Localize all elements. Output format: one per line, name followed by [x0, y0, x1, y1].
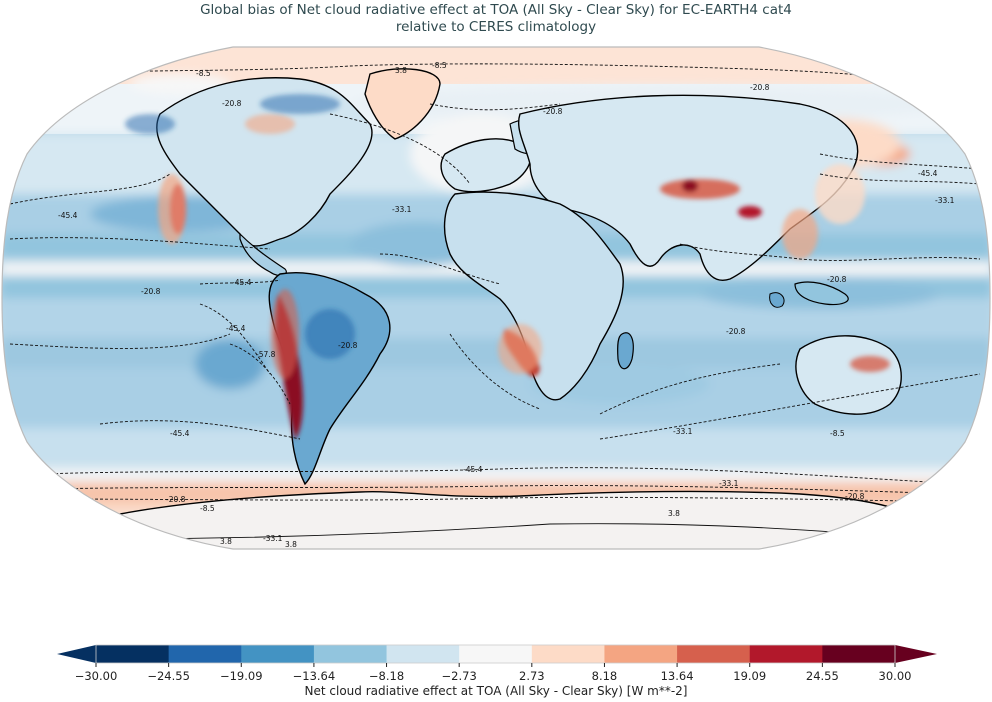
colorbar-bin — [822, 645, 896, 663]
colorbar-bin — [749, 645, 823, 663]
colorbar-bin — [168, 645, 242, 663]
svg-text:-8.5: -8.5 — [200, 504, 215, 513]
svg-text:-45.4: -45.4 — [918, 169, 938, 178]
colorbar-tick-label: −2.73 — [442, 669, 477, 683]
svg-text:-20.8: -20.8 — [338, 341, 358, 350]
svg-text:-33.1: -33.1 — [263, 534, 283, 543]
negative-bias-patches — [125, 94, 355, 359]
svg-text:-20.8: -20.8 — [845, 492, 865, 501]
robinson-map: -8.5 -20.8 -45.4 -33.1 -8.5 3.8 -20.8 -2… — [1, 46, 991, 550]
colorbar-tick-label: −24.55 — [147, 669, 190, 683]
colorbar-bin — [386, 645, 460, 663]
svg-text:-57.8: -57.8 — [256, 350, 276, 359]
colorbar-label: Net cloud radiative effect at TOA (All S… — [304, 684, 688, 698]
svg-text:-45.4: -45.4 — [170, 429, 190, 438]
colorbar-ticks: −30.00 −24.55 −19.09 −13.64 −8.18 −2.73 2.73 8.… — [75, 663, 912, 683]
chart-title: Global bias of Net cloud radiative effec… — [0, 2, 992, 36]
map-field: -8.5 -20.8 -45.4 -33.1 -8.5 3.8 -20.8 -2… — [2, 47, 990, 549]
svg-text:-8.5: -8.5 — [196, 69, 211, 78]
colorbar-extend-under — [57, 645, 96, 663]
chart-title-line1: Global bias of Net cloud radiative effec… — [200, 2, 792, 18]
colorbar-tick-label: 8.18 — [592, 669, 618, 683]
colorbar-tick-label: −30.00 — [75, 669, 118, 683]
colorbar-boxes — [96, 645, 896, 663]
colorbar-bin — [241, 645, 315, 663]
colorbar-bin — [313, 645, 388, 663]
colorbar-bin — [96, 645, 170, 663]
svg-text:-20.8: -20.8 — [166, 495, 186, 504]
colorbar-bin — [531, 645, 605, 663]
svg-text:-20.8: -20.8 — [141, 287, 161, 296]
svg-text:-45.4: -45.4 — [232, 278, 252, 287]
svg-text:-33.1: -33.1 — [392, 205, 412, 214]
colorbar-tick-label: −13.64 — [293, 669, 336, 683]
colorbar-extend-over — [895, 645, 937, 663]
colorbar-tick-label: 13.64 — [661, 669, 694, 683]
svg-text:-20.8: -20.8 — [827, 275, 847, 284]
svg-text:3.8: 3.8 — [395, 66, 407, 75]
contour-labels: -8.5 -20.8 -45.4 -33.1 -8.5 3.8 -20.8 -2… — [58, 61, 955, 549]
map-border — [1, 46, 991, 550]
colorbar-tick-label: −8.18 — [369, 669, 404, 683]
svg-text:-20.8: -20.8 — [222, 99, 242, 108]
svg-text:3.8: 3.8 — [285, 540, 297, 549]
svg-text:-33.1: -33.1 — [719, 479, 739, 488]
colorbar-frame — [95, 644, 896, 664]
colorbar-tick-label: 24.55 — [806, 669, 839, 683]
svg-text:-20.8: -20.8 — [726, 327, 746, 336]
svg-text:-33.1: -33.1 — [673, 427, 693, 436]
svg-text:-45.4: -45.4 — [463, 465, 483, 474]
colorbar: −30.00 −24.55 −19.09 −13.64 −8.18 −2.73 2.73 8.… — [57, 644, 937, 683]
colorbar-bin — [459, 645, 533, 663]
colorbar-bin — [677, 645, 751, 663]
colorbar-tick-label: −19.09 — [220, 669, 263, 683]
svg-text:3.8: 3.8 — [220, 537, 232, 546]
svg-text:-8.5: -8.5 — [830, 429, 845, 438]
contour-3.8 — [99, 523, 931, 540]
colorbar-bin — [604, 645, 678, 663]
svg-text:-45.4: -45.4 — [226, 324, 246, 333]
colorbar-tick-label: 2.73 — [519, 669, 545, 683]
svg-text:-20.8: -20.8 — [543, 107, 563, 116]
svg-text:-8.5: -8.5 — [432, 61, 447, 70]
climatology-contours — [9, 63, 981, 503]
colorbar-tick-label: 30.00 — [879, 669, 912, 683]
svg-text:3.8: 3.8 — [668, 509, 680, 518]
svg-text:-20.8: -20.8 — [750, 83, 770, 92]
svg-text:-45.4: -45.4 — [58, 211, 78, 220]
colorbar-tick-label: 19.09 — [733, 669, 766, 683]
svg-text:-33.1: -33.1 — [935, 196, 955, 205]
chart-title-line2: relative to CERES climatology — [395, 19, 597, 35]
